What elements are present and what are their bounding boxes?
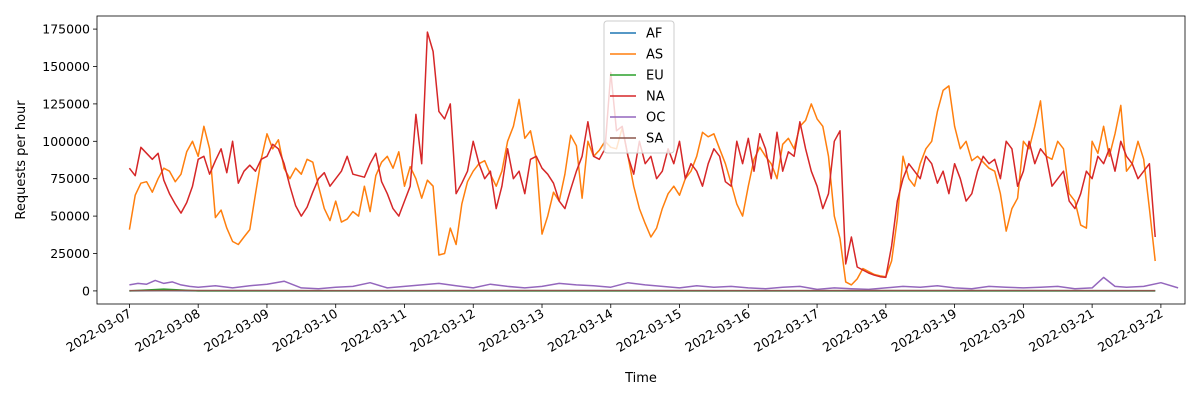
y-tick-label: 125000 bbox=[42, 96, 90, 111]
legend-label-as: AS bbox=[646, 48, 663, 63]
y-tick-label: 50000 bbox=[50, 209, 90, 224]
y-axis-title: Requests per hour bbox=[14, 100, 29, 220]
y-tick-label: 25000 bbox=[50, 246, 90, 261]
y-tick-label: 0 bbox=[82, 283, 90, 298]
y-axis: 0 25000 50000 75000 100000 125000 150000 175000 bbox=[42, 22, 97, 298]
legend-label-oc: OC bbox=[646, 111, 665, 126]
y-tick-label: 150000 bbox=[42, 59, 90, 74]
y-tick-label: 100000 bbox=[42, 134, 90, 149]
legend: AF AS EU NA OC SA bbox=[603, 20, 675, 154]
plot-frame bbox=[96, 15, 1186, 305]
legend-label-sa: SA bbox=[646, 132, 663, 147]
legend-label-na: NA bbox=[646, 90, 665, 105]
series-layer bbox=[128, 31, 1179, 292]
legend-box bbox=[603, 20, 675, 154]
series-line-as bbox=[128, 85, 1156, 286]
x-axis-title: Time bbox=[624, 371, 657, 386]
series-line-oc bbox=[129, 276, 1179, 291]
legend-label-eu: EU bbox=[646, 69, 664, 84]
legend-label-af: AF bbox=[646, 27, 662, 42]
y-tick-label: 175000 bbox=[42, 22, 90, 37]
y-tick-label: 75000 bbox=[50, 171, 90, 186]
